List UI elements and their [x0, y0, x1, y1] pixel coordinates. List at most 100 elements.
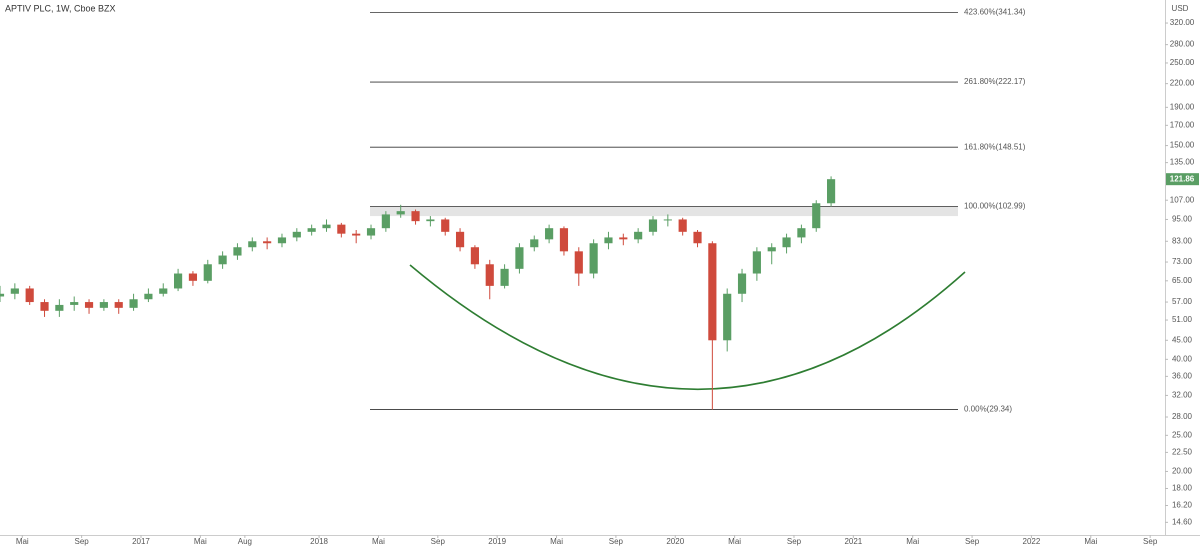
candle-body: [337, 224, 346, 234]
candle-body: [455, 231, 465, 248]
x-tick-label: 2022: [1023, 537, 1041, 546]
y-tick-label: 135.00: [1170, 158, 1195, 167]
candle-body: [663, 219, 672, 221]
candle-body: [277, 237, 287, 244]
x-tick-label: Mai: [1084, 537, 1097, 546]
x-tick-label: 2020: [666, 537, 684, 546]
chart-title: APTIV PLC, 1W, Cboe BZX: [5, 3, 116, 13]
x-tick-label: Sep: [609, 537, 624, 546]
x-tick-label: Aug: [238, 537, 252, 546]
candle-body: [411, 211, 420, 222]
candle-body: [70, 302, 79, 305]
candle-body: [381, 214, 390, 229]
candle-body: [470, 247, 479, 265]
candle-body: [574, 251, 583, 274]
candle-body: [10, 288, 19, 294]
x-tick-label: 2018: [310, 537, 328, 546]
y-tick-label: 95.00: [1172, 215, 1193, 224]
y-tick-label: 150.00: [1170, 141, 1195, 150]
candle-body: [545, 228, 554, 240]
x-tick-label: Sep: [787, 537, 802, 546]
candle-body: [322, 224, 331, 229]
x-tick-label: 2017: [132, 537, 150, 546]
candle-body: [159, 288, 168, 294]
y-tick-label: 280.00: [1170, 40, 1195, 49]
y-tick-label: 57.00: [1172, 297, 1193, 306]
x-tick-label: Mai: [194, 537, 207, 546]
candle-body: [515, 247, 524, 269]
candle-body: [174, 273, 183, 289]
y-tick-label: 45.00: [1172, 335, 1193, 344]
y-tick-label: 28.00: [1172, 412, 1193, 421]
candle-body: [827, 179, 836, 204]
y-tick-label: 107.00: [1170, 195, 1195, 204]
y-tick-label: 16.20: [1172, 501, 1193, 510]
candle-body: [693, 231, 702, 244]
candle-body: [129, 299, 138, 308]
y-tick-label: 51.00: [1172, 315, 1193, 324]
candle-body: [530, 239, 539, 248]
candle-body: [752, 251, 761, 274]
candle-body: [188, 273, 198, 281]
y-tick-label: 22.50: [1172, 447, 1193, 456]
last-price-tag: [1166, 173, 1199, 186]
candle-body: [99, 302, 108, 308]
fib-label: 423.60%(341.34): [964, 8, 1026, 17]
candle-body: [485, 264, 494, 286]
fib-label: 261.80%(222.17): [964, 77, 1026, 86]
candle-body: [84, 302, 94, 308]
candle-body: [263, 241, 272, 244]
fib-label: 100.00%(102.99): [964, 201, 1026, 210]
resistance-zone: [370, 206, 958, 217]
fib-label: 161.80%(148.51): [964, 142, 1026, 151]
y-tick-label: 250.00: [1170, 58, 1195, 67]
y-tick-label: 220.00: [1170, 79, 1195, 88]
candle-body: [619, 237, 628, 240]
candle-body: [396, 211, 405, 215]
y-tick-label: 36.00: [1172, 371, 1193, 380]
candle-body: [559, 228, 569, 252]
fib-label: 0.00%(29.34): [964, 405, 1012, 414]
candle-body: [648, 219, 658, 232]
candle-body: [737, 273, 747, 294]
x-tick-label: Sep: [965, 537, 980, 546]
y-tick-label: 73.00: [1172, 257, 1193, 266]
candle-body: [233, 247, 242, 256]
y-tick-label: 40.00: [1172, 354, 1193, 363]
y-tick-label: 170.00: [1170, 120, 1195, 129]
y-tick-label: 320.00: [1170, 18, 1195, 27]
candle-body: [40, 302, 49, 311]
candle-body: [723, 293, 732, 341]
y-tick-label: 32.00: [1172, 391, 1193, 400]
candle-body: [441, 219, 450, 232]
candle-body: [634, 231, 643, 240]
candle-body: [767, 247, 776, 252]
candle-body: [604, 237, 613, 244]
currency-label: USD: [1172, 4, 1189, 13]
y-tick-label: 65.00: [1172, 276, 1193, 285]
y-tick-label: 83.00: [1172, 236, 1193, 245]
x-tick-label: Sep: [75, 537, 90, 546]
candle-body: [0, 293, 5, 297]
x-tick-label: 2019: [488, 537, 506, 546]
y-tick-label: 18.00: [1172, 484, 1193, 493]
x-tick-label: Mai: [16, 537, 29, 546]
x-tick-label: 2021: [844, 537, 862, 546]
y-tick-label: 190.00: [1170, 102, 1195, 111]
candle-body: [352, 233, 361, 236]
candle-body: [292, 231, 301, 238]
candle-body: [500, 268, 509, 286]
candle-body: [782, 237, 791, 248]
x-tick-label: Mai: [728, 537, 741, 546]
candle-body: [203, 264, 212, 281]
candle-body: [708, 243, 717, 341]
candle-body: [55, 304, 64, 311]
candle-body: [812, 203, 821, 229]
y-tick-label: 14.60: [1172, 517, 1193, 526]
y-tick-label: 20.00: [1172, 467, 1193, 476]
candle-body: [248, 241, 257, 248]
x-tick-label: Mai: [906, 537, 919, 546]
